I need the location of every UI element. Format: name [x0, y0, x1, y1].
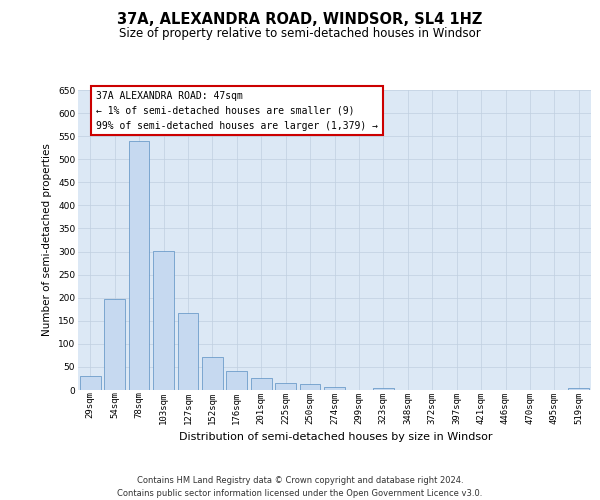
Bar	[202, 357, 223, 390]
Bar	[178, 313, 199, 390]
Bar	[104, 299, 125, 390]
Bar	[275, 383, 296, 390]
Bar	[299, 384, 320, 390]
Text: Size of property relative to semi-detached houses in Windsor: Size of property relative to semi-detach…	[119, 28, 481, 40]
Bar	[251, 378, 272, 390]
Bar	[80, 376, 101, 390]
Text: Contains HM Land Registry data © Crown copyright and database right 2024.
Contai: Contains HM Land Registry data © Crown c…	[118, 476, 482, 498]
Text: Distribution of semi-detached houses by size in Windsor: Distribution of semi-detached houses by …	[179, 432, 493, 442]
Bar	[128, 141, 149, 390]
Bar	[373, 388, 394, 390]
Text: 37A, ALEXANDRA ROAD, WINDSOR, SL4 1HZ: 37A, ALEXANDRA ROAD, WINDSOR, SL4 1HZ	[118, 12, 482, 28]
Text: 37A ALEXANDRA ROAD: 47sqm
← 1% of semi-detached houses are smaller (9)
99% of se: 37A ALEXANDRA ROAD: 47sqm ← 1% of semi-d…	[97, 91, 379, 130]
Bar	[324, 387, 345, 390]
Y-axis label: Number of semi-detached properties: Number of semi-detached properties	[43, 144, 52, 336]
Bar	[226, 370, 247, 390]
Bar	[568, 388, 589, 390]
Bar	[153, 250, 174, 390]
